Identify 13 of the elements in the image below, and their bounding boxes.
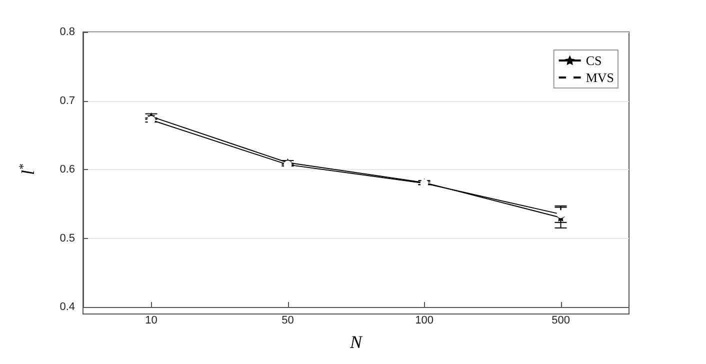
x-tick-label: 10 [145, 314, 158, 326]
y-tick-label: 0.6 [60, 164, 75, 176]
x-tick-label: 100 [415, 314, 434, 326]
y-tick-label: 0.4 [60, 301, 75, 313]
y-tick-label: 0.5 [60, 232, 75, 244]
y-tick-label: 0.8 [60, 26, 75, 38]
x-tick-label: 500 [552, 314, 570, 326]
legend-label: CS [586, 53, 602, 68]
y-axis-title: l* [16, 164, 38, 176]
x-tick-label: 50 [282, 314, 294, 326]
x-axis-title: N [348, 332, 363, 352]
y-tick-label: 0.7 [60, 94, 75, 107]
legend-label: MVS [586, 70, 614, 85]
